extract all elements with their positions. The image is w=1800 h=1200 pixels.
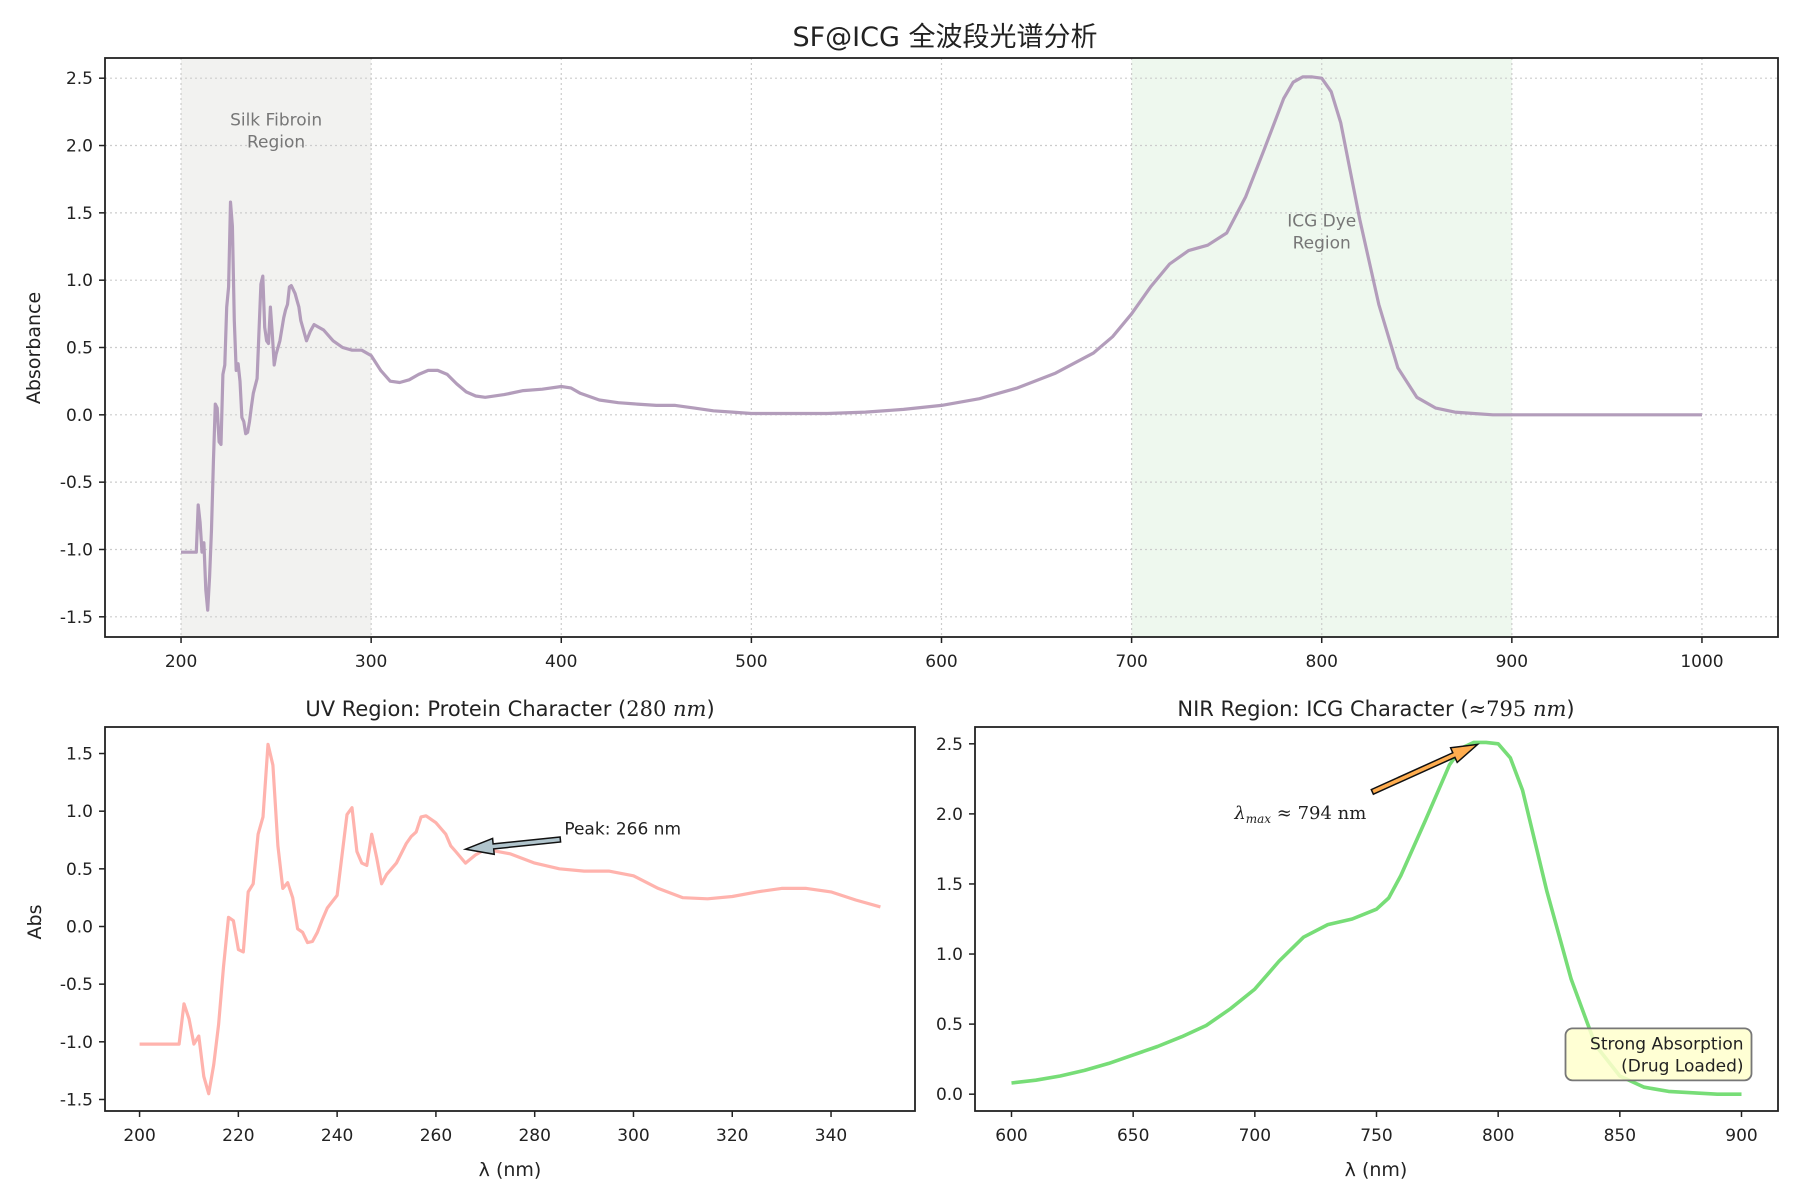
region-label: Silk Fibroin <box>230 110 322 130</box>
strong-absorption-textbox: Strong Absorption (Drug Loaded) <box>1564 1027 1753 1082</box>
textbox-line-2: (Drug Loaded) <box>1621 1056 1743 1076</box>
y-tick-label: 0.0 <box>66 917 93 937</box>
y-tick-label: 2.5 <box>936 735 963 755</box>
y-tick-label: -0.5 <box>60 473 93 493</box>
peak-annotation-text: Peak: 266 nm <box>564 819 681 839</box>
textbox-line-1: Strong Absorption <box>1590 1034 1743 1054</box>
y-tick-label: 1.5 <box>936 875 963 895</box>
x-tick-label: 200 <box>123 1126 155 1146</box>
nir-axes: NIR Region: ICG Character (≈795 nm) 600 6… <box>936 697 1779 1181</box>
figure-title: SF@ICG 全波段光谱分析 <box>793 22 1098 53</box>
y-tick-label: 1.0 <box>936 945 963 965</box>
y-tick-label: 0.5 <box>936 1015 963 1035</box>
x-tick-label: 750 <box>1360 1126 1392 1146</box>
x-tick-label: 280 <box>518 1126 550 1146</box>
y-tick-label: 2.0 <box>936 805 963 825</box>
uv-spectrum-line <box>139 742 881 1096</box>
x-tick-label: 320 <box>716 1126 748 1146</box>
y-tick-label: -1.5 <box>60 1090 93 1110</box>
main-grid <box>105 58 1778 637</box>
x-tick-label: 650 <box>1117 1126 1149 1146</box>
y-tick-label: 1.5 <box>66 745 93 765</box>
region-label: Region <box>1293 233 1351 253</box>
lambda-max-text: λmax ≈ 794 nm <box>1233 803 1366 826</box>
x-tick-label: 260 <box>420 1126 452 1146</box>
x-tick-label: 800 <box>1306 652 1338 672</box>
nir-x-ticks: 600 650 700 750 800 850 900 <box>995 1111 1758 1146</box>
lambda-max-annotation: λmax ≈ 794 nm <box>1233 743 1480 826</box>
y-tick-label: 1.0 <box>66 271 93 291</box>
nir-x-label: λ (nm) <box>1345 1159 1408 1181</box>
x-tick-label: 300 <box>355 652 387 672</box>
y-tick-label: 1.5 <box>66 204 93 224</box>
peak-annotation: Peak: 266 nm <box>462 819 681 856</box>
x-tick-label: 340 <box>815 1126 847 1146</box>
region-label: ICG Dye <box>1287 211 1356 231</box>
y-tick-label: -1.5 <box>60 608 93 628</box>
uv-title: UV Region: Protein Character (280 nm) <box>305 697 714 721</box>
x-tick-label: 800 <box>1482 1126 1514 1146</box>
x-tick-label: 200 <box>165 652 197 672</box>
x-tick-label: 850 <box>1604 1126 1636 1146</box>
x-tick-label: 600 <box>995 1126 1027 1146</box>
uv-x-label: λ (nm) <box>479 1159 542 1181</box>
y-tick-label: 0.0 <box>936 1085 963 1105</box>
y-tick-label: 2.0 <box>66 137 93 157</box>
x-tick-label: 500 <box>735 652 767 672</box>
uv-axes-frame <box>104 726 916 1112</box>
main-y-label: Absorbance <box>23 292 45 404</box>
peak-arrow-icon <box>462 836 562 856</box>
x-tick-label: 300 <box>617 1126 649 1146</box>
x-tick-label: 700 <box>1115 652 1147 672</box>
y-tick-label: 2.5 <box>66 69 93 89</box>
uv-y-label: Abs <box>24 905 46 940</box>
x-tick-label: 900 <box>1496 652 1528 672</box>
nir-title: NIR Region: ICG Character (≈795 nm) <box>1177 697 1574 721</box>
uv-y-ticks: -1.5 -1.0 -0.5 0.0 0.5 1.0 1.5 <box>60 745 105 1110</box>
x-tick-label: 600 <box>925 652 957 672</box>
y-tick-label: 0.0 <box>66 406 93 426</box>
x-tick-label: 700 <box>1239 1126 1271 1146</box>
y-tick-label: -1.0 <box>60 1033 93 1053</box>
main-y-ticks: -1.5 -1.0 -0.5 0.0 0.5 1.0 1.5 2.0 2.5 <box>60 69 105 628</box>
x-tick-label: 220 <box>222 1126 254 1146</box>
main-spectrum-line <box>181 75 1702 612</box>
uv-x-ticks: 200 220 240 260 280 300 320 340 <box>123 1111 847 1146</box>
region-label: Region <box>247 132 305 152</box>
x-tick-label: 400 <box>545 652 577 672</box>
x-tick-label: 1000 <box>1680 652 1723 672</box>
x-tick-label: 900 <box>1725 1126 1757 1146</box>
y-tick-label: 1.0 <box>66 802 93 822</box>
y-tick-label: 0.5 <box>66 339 93 359</box>
lambda-max-arrow-icon <box>1370 743 1480 796</box>
x-tick-label: 240 <box>321 1126 353 1146</box>
nir-y-ticks: 0.0 0.5 1.0 1.5 2.0 2.5 <box>936 735 975 1105</box>
y-tick-label: -0.5 <box>60 975 93 995</box>
uv-axes: UV Region: Protein Character (280 nm) 20… <box>24 697 916 1181</box>
y-tick-label: -1.0 <box>60 540 93 560</box>
main-x-ticks: 200 300 400 500 600 700 800 900 1000 <box>165 637 1724 672</box>
y-tick-label: 0.5 <box>66 860 93 880</box>
